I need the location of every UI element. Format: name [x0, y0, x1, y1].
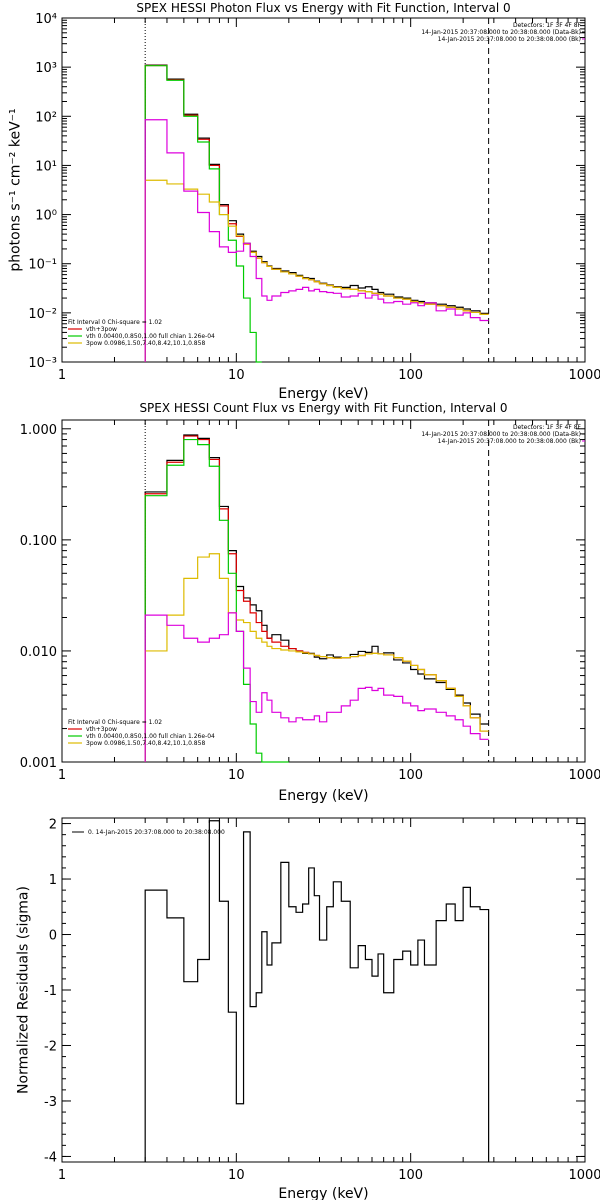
panel-0-ytick-label-7: 10⁴	[35, 12, 57, 27]
panel-1-frame	[61, 419, 586, 763]
panel-1-series-vth	[144, 438, 289, 763]
panel-1-series-bk	[144, 612, 489, 762]
panel-0-xtick-label-1: 10	[228, 368, 245, 383]
panel-0-ytick-label-6: 10³	[35, 61, 57, 76]
panel-0-series-vth-3pow	[144, 64, 489, 362]
panel-2-ytick-label-4: 0	[49, 929, 57, 944]
panel-0-ytick-label-2: 10⁻¹	[28, 258, 57, 273]
panel-2-xtick-label-1: 10	[228, 1168, 245, 1183]
panel-0-xtick-label-2: 100	[398, 368, 423, 383]
panel-0-legend-item-2: vth 0.00400,0.850,1.00 full chian 1.26e-…	[86, 333, 215, 340]
panel-1-xlabel: Energy (keV)	[278, 788, 368, 804]
panel-2-ytick-label-5: 1	[49, 873, 57, 888]
panel-1-series-data-bk	[144, 434, 489, 762]
panel-1-info-line-2: 14-Jan-2015 20:37:08.000 to 20:38:08.000…	[438, 438, 581, 445]
panel-1-ytick-label-0: 0.001	[20, 756, 57, 771]
panel-1-ytick-label-1: 0.010	[20, 645, 57, 660]
panel-2-ytick-label-2: -2	[44, 1039, 57, 1054]
panel-0-series-bk	[144, 119, 489, 362]
panel-2-xlabel: Energy (keV)	[278, 1186, 368, 1200]
panel-0-ytick-label-4: 10¹	[35, 159, 57, 174]
panel-1-info-line-1: 14-Jan-2015 20:37:08.000 to 20:38:08.000…	[421, 431, 581, 438]
panel-2-ytick-label-1: -3	[44, 1095, 57, 1110]
panel-0-ytick-label-5: 10²	[35, 110, 57, 125]
panel-1-legend-item-3: 3pow 0.0986,1.50,7.40,8.42,10.1,0.858	[86, 740, 205, 747]
panel-0-ytick-label-3: 10⁰	[35, 209, 57, 224]
panel-0-ytick-label-0: 10⁻³	[28, 356, 57, 371]
panel-2-ytick-label-0: -4	[44, 1150, 57, 1165]
panel-1-series-vth-3pow	[144, 435, 489, 762]
panel-1-title: SPEX HESSI Count Flux vs Energy with Fit…	[139, 401, 507, 415]
panel-1-xtick-label-3: 1000	[568, 768, 600, 783]
panel-0-legend-header: Fit Interval 0 Chi-square = 1.02	[68, 319, 162, 326]
panel-0-series-vth	[144, 65, 262, 363]
panel-0-xlabel: Energy (keV)	[278, 386, 368, 402]
panel-1-xtick-label-1: 10	[228, 768, 245, 783]
panel-1-legend-item-1: vth+3pow	[86, 726, 117, 733]
panel-2-xtick-label-3: 1000	[568, 1168, 600, 1183]
panel-0-ylabel: photons s⁻¹ cm⁻² keV⁻¹	[8, 108, 24, 271]
panel-1-legend-header: Fit Interval 0 Chi-square = 1.02	[68, 719, 162, 726]
panel-2-ytick-label-3: -1	[44, 984, 57, 999]
panel-1-info-line-0: Detectors: 1F 3F 4F 8F	[513, 424, 582, 431]
panel-2-xtick-label-2: 100	[398, 1168, 423, 1183]
panel-0-info-line-0: Detectors: 1F 3F 4F 8F	[513, 22, 582, 29]
panel-0-xtick-label-0: 1	[58, 368, 66, 383]
panel-0-title: SPEX HESSI Photon Flux vs Energy with Fi…	[136, 1, 510, 15]
panel-0-legend-item-1: vth+3pow	[86, 326, 117, 333]
panel-2-legend-item-0: 0. 14-Jan-2015 20:37:08.000 to 20:38:08.…	[88, 829, 225, 836]
panel-0-legend-item-3: 3pow 0.0986,1.50,7.40,8.42,10.1,0.858	[86, 340, 205, 347]
panel-0-info-line-1: 14-Jan-2015 20:37:08.000 to 20:38:08.000…	[421, 29, 581, 36]
panel-0-ytick-label-1: 10⁻²	[28, 307, 57, 322]
panel-1-ytick-label-3: 1.000	[20, 423, 57, 438]
panel-1-ytick-label-2: 0.100	[20, 534, 57, 549]
panel-1-legend-item-2: vth 0.00400,0.850,1.00 full chian 1.26e-…	[86, 733, 215, 740]
panel-2-frame	[61, 817, 586, 1163]
panel-2-ylabel: Normalized Residuals (sigma)	[16, 886, 32, 1094]
panel-1-xtick-label-0: 1	[58, 768, 66, 783]
panel-1-xtick-label-2: 100	[398, 768, 423, 783]
panel-0-info-line-2: 14-Jan-2015 20:37:08.000 to 20:38:08.000…	[438, 36, 581, 43]
panel-2-series-residuals	[144, 820, 490, 1162]
panel-0-series-data-bk	[144, 64, 489, 362]
panel-0-xtick-label-3: 1000	[568, 368, 600, 383]
panel-2-xtick-label-0: 1	[58, 1168, 66, 1183]
panel-0-frame	[61, 17, 586, 363]
panel-2-ytick-label-6: 2	[49, 818, 57, 833]
panel-1-series-3pow	[144, 553, 489, 762]
